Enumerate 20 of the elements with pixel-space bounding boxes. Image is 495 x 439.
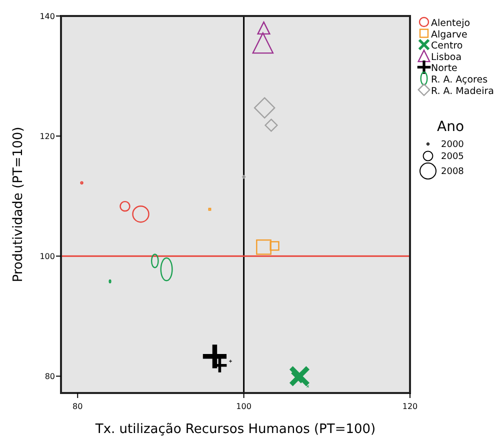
legend-label: Alentejo [431,18,470,29]
legend-label: 2008 [441,167,464,177]
y-axis-title: Produtividade (PT=100) [11,126,26,282]
x-tick-label: 100 [236,402,252,411]
legend-label: Algarve [431,29,468,40]
legend-label: Centro [431,40,463,52]
y-tick-label: 100 [40,252,55,262]
legend-label: R. A. Madeira [431,86,494,97]
legend-label: Norte [431,63,458,74]
legend-label: 2005 [441,152,464,162]
legend-label: 2000 [441,140,464,150]
legend-label: Lisboa [431,52,462,63]
y-tick-label: 140 [40,12,55,21]
x-axis-title: Tx. utilização Recursos Humanos (PT=100) [94,422,376,437]
y-tick-label: 120 [40,132,55,142]
legend-title: Ano [437,119,464,135]
x-tick-label: 80 [72,402,83,411]
legend-label: R. A. Açores [431,74,488,86]
x-tick-label: 120 [402,402,418,411]
y-tick-label: 80 [44,372,55,382]
